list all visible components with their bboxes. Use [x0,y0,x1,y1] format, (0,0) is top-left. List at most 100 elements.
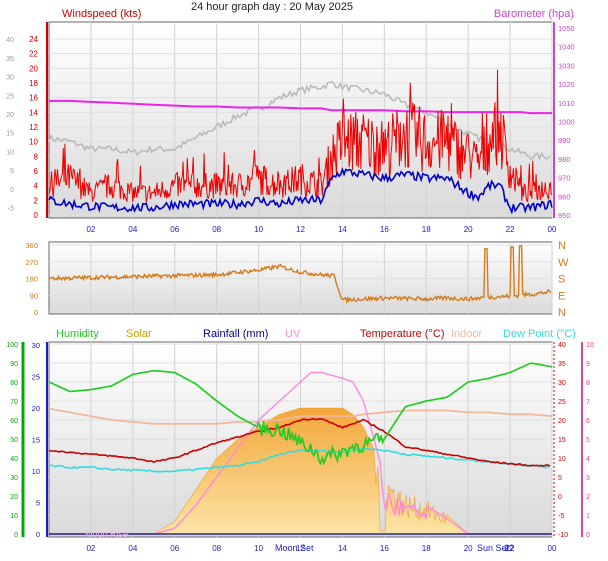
temperature-line [48,417,551,467]
baro-y-tick: 1030 [558,61,575,70]
uv-y-tick: 8 [586,380,590,387]
x-tick-label: 10 [254,225,263,234]
x-tick-label: 06 [170,544,179,553]
wind-y2-tick: -5 [8,206,14,213]
baro-y-tick: 1020 [558,80,575,89]
x-tick-label: 02 [86,544,95,553]
x-tick-label: 16 [380,225,389,234]
solar-y-tick: 10 [32,467,40,476]
graph-title: 24 hour graph day : 20 May 2025 [191,1,353,13]
dew-point-line [48,447,550,473]
baro-y-tick: 950 [558,211,571,220]
tick-labels: 0202040406060808101012121414161618182020… [6,24,594,553]
temperature-label: Temperature (°C) [360,328,444,340]
x-tick-label: 16 [380,544,389,553]
x-tick-label: 00 [548,225,557,234]
baro-y-tick: 960 [558,192,571,201]
solar-label: Solar [126,328,152,340]
x-tick-label: 12 [296,225,305,234]
solar-y-tick: 0 [36,530,40,539]
wind-label: Windspeed (kts) [62,8,141,20]
baro-y-tick: 1050 [558,24,575,33]
wind-y-tick: 16 [29,94,38,103]
compass-label: S [558,274,565,286]
wind-y-tick: 10 [29,138,38,147]
temp-y-tick: 40 [558,342,566,349]
humidity-y-tick: 10 [10,513,18,520]
uv-y-tick: 5 [586,437,590,444]
wind-y2-tick: 0 [10,187,14,194]
wind-y-tick: 8 [34,152,39,161]
baro-y-tick: 1000 [558,118,575,127]
dir-y-tick: 90 [30,291,38,300]
uv-y-tick: 9 [586,361,590,368]
uv-y-tick: 2 [586,494,590,501]
wind-y2-tick: 20 [6,112,14,119]
x-tick-label: 14 [338,225,347,234]
x-tick-label: 12 [296,544,305,553]
uv-y-tick: 0 [586,532,590,539]
x-tick-label: 20 [464,225,473,234]
x-tick-label: 14 [338,544,347,553]
temp-y-tick: 20 [558,418,566,425]
average-wind-line [48,167,553,215]
x-tick-label: 04 [128,225,137,234]
wind-y2-tick: 25 [6,93,14,100]
dir-y-tick: 270 [25,258,38,267]
indoor-label: Indoor [451,328,483,340]
humidity-y-tick: 70 [10,399,18,406]
wind-y-tick: 20 [29,64,38,73]
humidity-y-tick: 30 [10,475,18,482]
x-tick-label: 18 [422,544,431,553]
wind-y-tick: 2 [34,196,39,205]
dir-y-tick: 360 [25,241,38,250]
x-tick-label: 08 [212,544,221,553]
x-tick-label: 22 [506,225,515,234]
sun-set-annotation: Sun Set [477,543,510,553]
solar-y-tick: 20 [32,404,40,413]
uv-y-tick: 6 [586,418,590,425]
wind-y2-tick: 10 [6,149,14,156]
wind-y-tick: 12 [29,123,38,132]
temp-y-tick: 0 [558,494,562,501]
baro-y-tick: 990 [558,136,571,145]
compass-label: E [558,290,565,302]
rainfall-label: Rainfall (mm) [203,328,268,340]
humidity-y-tick: 0 [14,532,18,539]
x-tick-label: 08 [212,225,221,234]
solar-y-tick: 30 [32,341,40,350]
humidity-y-tick: 40 [10,456,18,463]
temp-y-tick: 5 [558,475,562,482]
x-tick-label: 02 [86,225,95,234]
humidity-y-tick: 100 [6,342,18,349]
uv-y-tick: 10 [586,342,594,349]
temperature-trend-line [48,80,551,161]
uv-y-tick: 7 [586,399,590,406]
wind-y-tick: 14 [29,108,38,117]
baro-y-tick: 1040 [558,43,575,52]
humidity-y-tick: 50 [10,437,18,444]
humidity-y-tick: 20 [10,494,18,501]
wind-gust-line [48,69,553,203]
compass-label: N [558,307,566,319]
uv-y-tick: 3 [586,475,590,482]
barometer-label: Barometer (hpa) [494,8,574,20]
dir-y-tick: 180 [25,275,38,284]
sun-set-hour: 22 [504,543,514,553]
wind-y2-tick: 35 [6,56,14,63]
temp-y-tick: 15 [558,437,566,444]
compass-label: N [558,240,566,252]
uv-y-tick: 1 [586,513,590,520]
temp-y-tick: -5 [558,513,564,520]
humidity-line [48,362,553,466]
x-tick-label: 18 [422,225,431,234]
solar-y-tick: 25 [32,373,40,382]
wind-y-tick: 22 [29,50,38,59]
x-tick-label: 06 [170,225,179,234]
temp-y-tick: 25 [558,399,566,406]
temp-y-tick: 10 [558,456,566,463]
humidity-y-tick: 90 [10,361,18,368]
wind-y-tick: 18 [29,79,38,88]
